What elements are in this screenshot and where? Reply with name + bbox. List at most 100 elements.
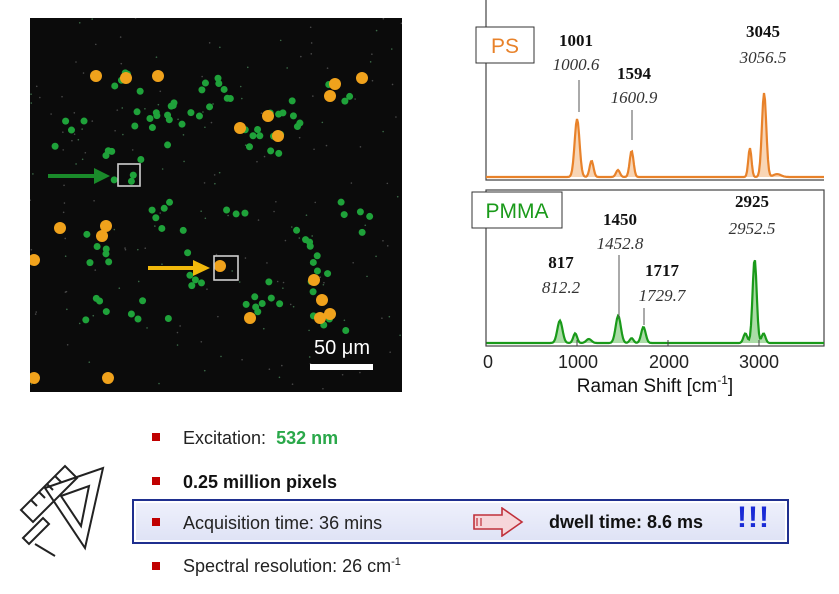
right-arrow-icon <box>473 507 524 537</box>
pmma-particle <box>188 282 196 290</box>
pmma-particle <box>166 198 174 206</box>
pmma-particle <box>201 79 209 87</box>
pmma-particle <box>258 299 266 307</box>
bullet-marker <box>152 433 160 441</box>
pmma-particle <box>249 132 257 140</box>
pmma-particle <box>324 270 332 278</box>
background-speckle <box>218 171 221 174</box>
ps-peak-2-ref: 1594 <box>617 64 652 83</box>
bullet-marker <box>152 518 160 526</box>
pmma-particle <box>146 114 154 122</box>
background-speckle <box>154 225 156 227</box>
ps-particle <box>272 130 284 142</box>
pmma-particle <box>136 87 144 95</box>
background-speckle <box>121 107 124 109</box>
x-axis-tick-labels: 0 1000 2000 3000 <box>483 352 779 372</box>
background-speckle <box>300 55 302 58</box>
background-speckle <box>66 308 68 311</box>
pmma-particle <box>195 112 203 120</box>
pmma-particle <box>158 224 166 232</box>
ps-peak-2-meas: 1600.9 <box>611 88 658 107</box>
background-speckle <box>308 329 310 332</box>
background-speckle <box>64 237 67 240</box>
pmma-particle <box>67 126 75 134</box>
pmma-particle <box>96 297 104 305</box>
background-speckle <box>310 53 313 55</box>
background-speckle <box>176 344 179 346</box>
background-speckle <box>77 138 80 141</box>
background-speckle <box>30 102 33 104</box>
bullet-marker <box>152 477 160 485</box>
background-speckle <box>263 155 266 158</box>
background-speckle <box>81 158 84 161</box>
ps-particle <box>262 110 274 122</box>
pmma-particle <box>313 252 321 260</box>
pmma-particle <box>170 99 178 107</box>
background-speckle <box>131 149 134 151</box>
background-speckle <box>389 351 391 353</box>
background-speckle <box>309 26 312 29</box>
ps-particle <box>96 230 108 242</box>
pmma-particle <box>186 271 194 279</box>
pmma-particle <box>206 103 214 111</box>
pmma-peak-4-meas: 2952.5 <box>729 219 776 238</box>
ps-peak-1-ref: 1001 <box>559 31 593 50</box>
background-speckle <box>268 368 271 371</box>
pmma-particle <box>198 86 206 94</box>
ps-particle <box>90 70 102 82</box>
pmma-particle <box>80 117 88 125</box>
pmma-peak-4-ref: 2925 <box>735 192 769 211</box>
ps-peak-1-meas: 1000.6 <box>553 55 600 74</box>
background-speckle <box>113 228 116 231</box>
background-speckle <box>281 364 283 367</box>
pmma-particle <box>293 226 301 234</box>
background-speckle <box>246 66 249 69</box>
background-speckle <box>30 199 31 202</box>
pixels-line: 0.25 million pixels <box>183 472 338 492</box>
pmma-peak-1-meas: 812.2 <box>542 278 581 297</box>
ps-particle <box>244 312 256 324</box>
x-tick-0: 0 <box>483 352 493 372</box>
background-speckle <box>50 113 52 115</box>
pmma-particle <box>342 326 350 334</box>
pmma-particle <box>133 108 141 116</box>
pmma-particle <box>276 300 284 308</box>
background-speckle <box>386 245 389 247</box>
pmma-particle <box>197 279 205 287</box>
pmma-particle <box>337 198 345 206</box>
pmma-peak-2-meas: 1452.8 <box>597 234 644 253</box>
background-speckle <box>30 93 32 95</box>
background-speckle <box>310 42 313 44</box>
pmma-particle <box>110 176 118 184</box>
background-speckle <box>369 61 372 63</box>
ps-particle <box>100 220 112 232</box>
background-speckle <box>298 136 301 139</box>
pmma-particle <box>148 124 156 132</box>
background-speckle <box>75 61 77 63</box>
background-speckle <box>204 126 206 129</box>
background-speckle <box>124 247 126 249</box>
background-speckle <box>66 343 69 346</box>
pmma-particle <box>153 112 161 120</box>
background-speckle <box>73 133 76 135</box>
background-speckle <box>244 144 247 146</box>
background-speckle <box>311 235 313 237</box>
yellow-arrow-icon <box>148 260 210 276</box>
pmma-particle <box>137 156 145 164</box>
background-speckle <box>210 121 213 124</box>
background-speckle <box>159 212 161 214</box>
background-speckle <box>286 67 288 69</box>
background-speckle <box>88 361 91 363</box>
background-speckle <box>157 103 160 106</box>
pmma-particle <box>245 143 253 151</box>
background-speckle <box>84 151 87 154</box>
background-speckle <box>201 75 203 78</box>
background-speckle <box>381 317 383 319</box>
background-speckle <box>322 387 324 390</box>
background-speckle <box>200 340 203 343</box>
background-speckle <box>308 356 311 358</box>
pmma-peak-1-ref: 817 <box>548 253 574 272</box>
pmma-particle <box>242 300 250 308</box>
background-speckle <box>146 327 148 329</box>
ps-particle <box>54 222 66 234</box>
